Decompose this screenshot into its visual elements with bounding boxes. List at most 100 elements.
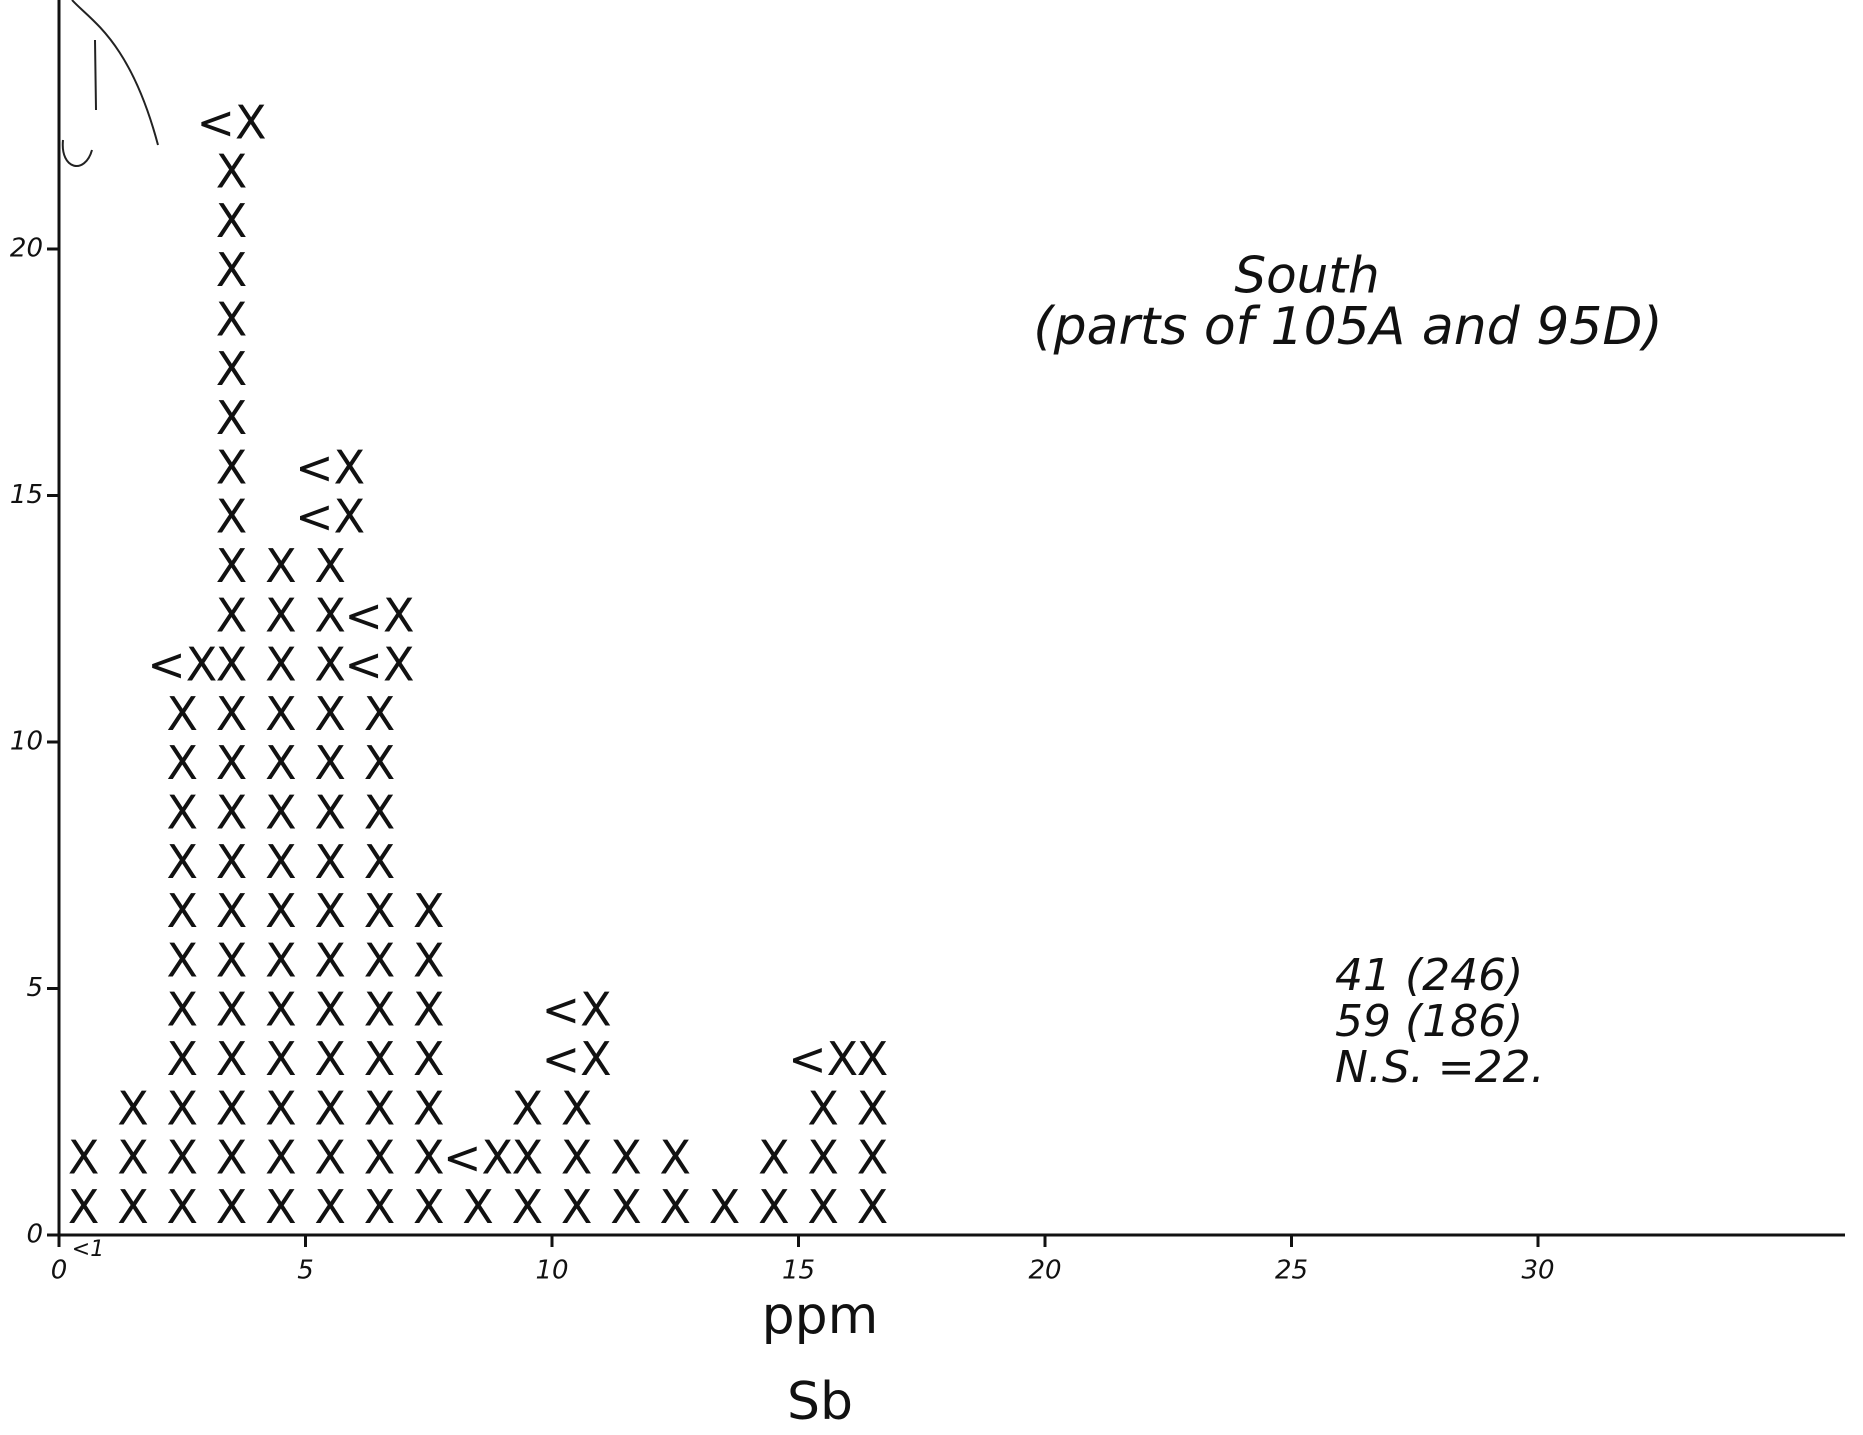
dot-mark: X — [68, 1180, 100, 1234]
dot-mark: X — [512, 1081, 544, 1135]
dot-mark: X — [265, 638, 297, 692]
y-tick-label: 0 — [26, 1220, 43, 1250]
dot-mark: X — [216, 539, 248, 593]
dot-mark: X — [265, 687, 297, 741]
dot-mark: X — [216, 342, 248, 396]
dot-mark: X — [512, 1131, 544, 1185]
dot-mark: X — [216, 145, 248, 199]
dot-mark: X — [807, 1081, 839, 1135]
dot-mark: X — [314, 1081, 346, 1135]
x-tick-label: 10 — [535, 1256, 568, 1286]
dot-mark: X — [857, 1180, 889, 1234]
dot-mark: X — [610, 1131, 642, 1185]
dot-mark: X — [413, 1131, 445, 1185]
dot-mark: X — [216, 687, 248, 741]
dot-mark: X — [216, 1081, 248, 1135]
dot-mark: X — [265, 1032, 297, 1086]
dot-mark: <X — [197, 95, 267, 149]
dot-mark: X — [857, 1032, 889, 1086]
dot-mark: X — [166, 933, 198, 987]
dot-mark: X — [265, 835, 297, 889]
dot-mark: <X — [344, 638, 414, 692]
dot-mark: <X — [542, 1032, 612, 1086]
dot-mark: X — [314, 933, 346, 987]
dot-mark: X — [216, 588, 248, 642]
dot-mark: X — [512, 1180, 544, 1234]
annotation-subtitle: (parts of 105A and 95D) — [1033, 297, 1662, 357]
dot-mark: X — [216, 440, 248, 494]
dot-mark: X — [314, 687, 346, 741]
dot-mark: X — [166, 736, 198, 790]
dot-mark: X — [807, 1180, 839, 1234]
dot-mark: X — [807, 1131, 839, 1185]
dot-mark: X — [216, 243, 248, 297]
dot-mark: <X — [295, 440, 365, 494]
dot-mark: X — [314, 785, 346, 839]
dot-mark: X — [314, 835, 346, 889]
dot-mark: X — [216, 983, 248, 1037]
dot-mark: X — [314, 1131, 346, 1185]
dot-mark: <X — [788, 1032, 858, 1086]
dot-mark: X — [166, 1032, 198, 1086]
dot-mark: X — [265, 785, 297, 839]
dot-mark: X — [265, 588, 297, 642]
dot-mark: X — [314, 1180, 346, 1234]
dot-mark: X — [314, 638, 346, 692]
dot-mark: X — [610, 1180, 642, 1234]
dot-mark: X — [413, 1081, 445, 1135]
dot-mark: X — [364, 835, 396, 889]
dot-mark: X — [216, 194, 248, 248]
dot-mark: X — [216, 835, 248, 889]
dot-mark: X — [166, 884, 198, 938]
dot-mark: X — [659, 1131, 691, 1185]
dot-mark: X — [216, 292, 248, 346]
corner-scribble — [61, 39, 97, 167]
dot-mark: X — [364, 785, 396, 839]
dot-mark: X — [216, 785, 248, 839]
dot-mark: X — [117, 1081, 149, 1135]
dot-mark: X — [413, 983, 445, 1037]
dot-mark: X — [314, 884, 346, 938]
dot-mark: X — [413, 884, 445, 938]
dot-mark: X — [314, 1032, 346, 1086]
dot-mark: X — [166, 785, 198, 839]
dot-mark: X — [561, 1131, 593, 1185]
dot-mark: X — [857, 1081, 889, 1135]
x-tick-label: 15 — [782, 1256, 815, 1286]
dot-mark: X — [216, 736, 248, 790]
dot-mark: X — [216, 490, 248, 544]
y-tick-label: 10 — [10, 727, 43, 757]
x-tick-label: 0 — [51, 1256, 68, 1286]
dot-mark: X — [265, 736, 297, 790]
dot-mark: X — [265, 1081, 297, 1135]
dot-mark: X — [265, 884, 297, 938]
dot-mark: X — [265, 1180, 297, 1234]
dot-mark: X — [216, 391, 248, 445]
dot-mark: <X — [147, 638, 217, 692]
dot-mark: X — [364, 1180, 396, 1234]
y-tick-label: 15 — [10, 480, 43, 510]
dot-mark: X — [216, 1180, 248, 1234]
x-tick-label: 5 — [297, 1256, 314, 1286]
dot-mark: <X — [542, 983, 612, 1037]
dot-mark: X — [364, 736, 396, 790]
dot-mark: X — [216, 638, 248, 692]
dot-mark: X — [216, 1131, 248, 1185]
dot-mark: X — [364, 687, 396, 741]
x-axis-label: ppm — [762, 1286, 879, 1346]
dot-mark: X — [216, 933, 248, 987]
dot-mark: X — [758, 1180, 790, 1234]
dot-mark: X — [462, 1180, 494, 1234]
x-note: <1 — [72, 1237, 104, 1262]
dot-mark: X — [561, 1081, 593, 1135]
dot-mark: X — [166, 835, 198, 889]
dot-mark: X — [216, 884, 248, 938]
dot-mark: X — [413, 1032, 445, 1086]
dot-mark: X — [166, 687, 198, 741]
dot-mark: X — [265, 933, 297, 987]
dot-mark: X — [561, 1180, 593, 1234]
dot-mark: <X — [295, 490, 365, 544]
dot-mark: X — [166, 1081, 198, 1135]
dot-mark: X — [314, 736, 346, 790]
